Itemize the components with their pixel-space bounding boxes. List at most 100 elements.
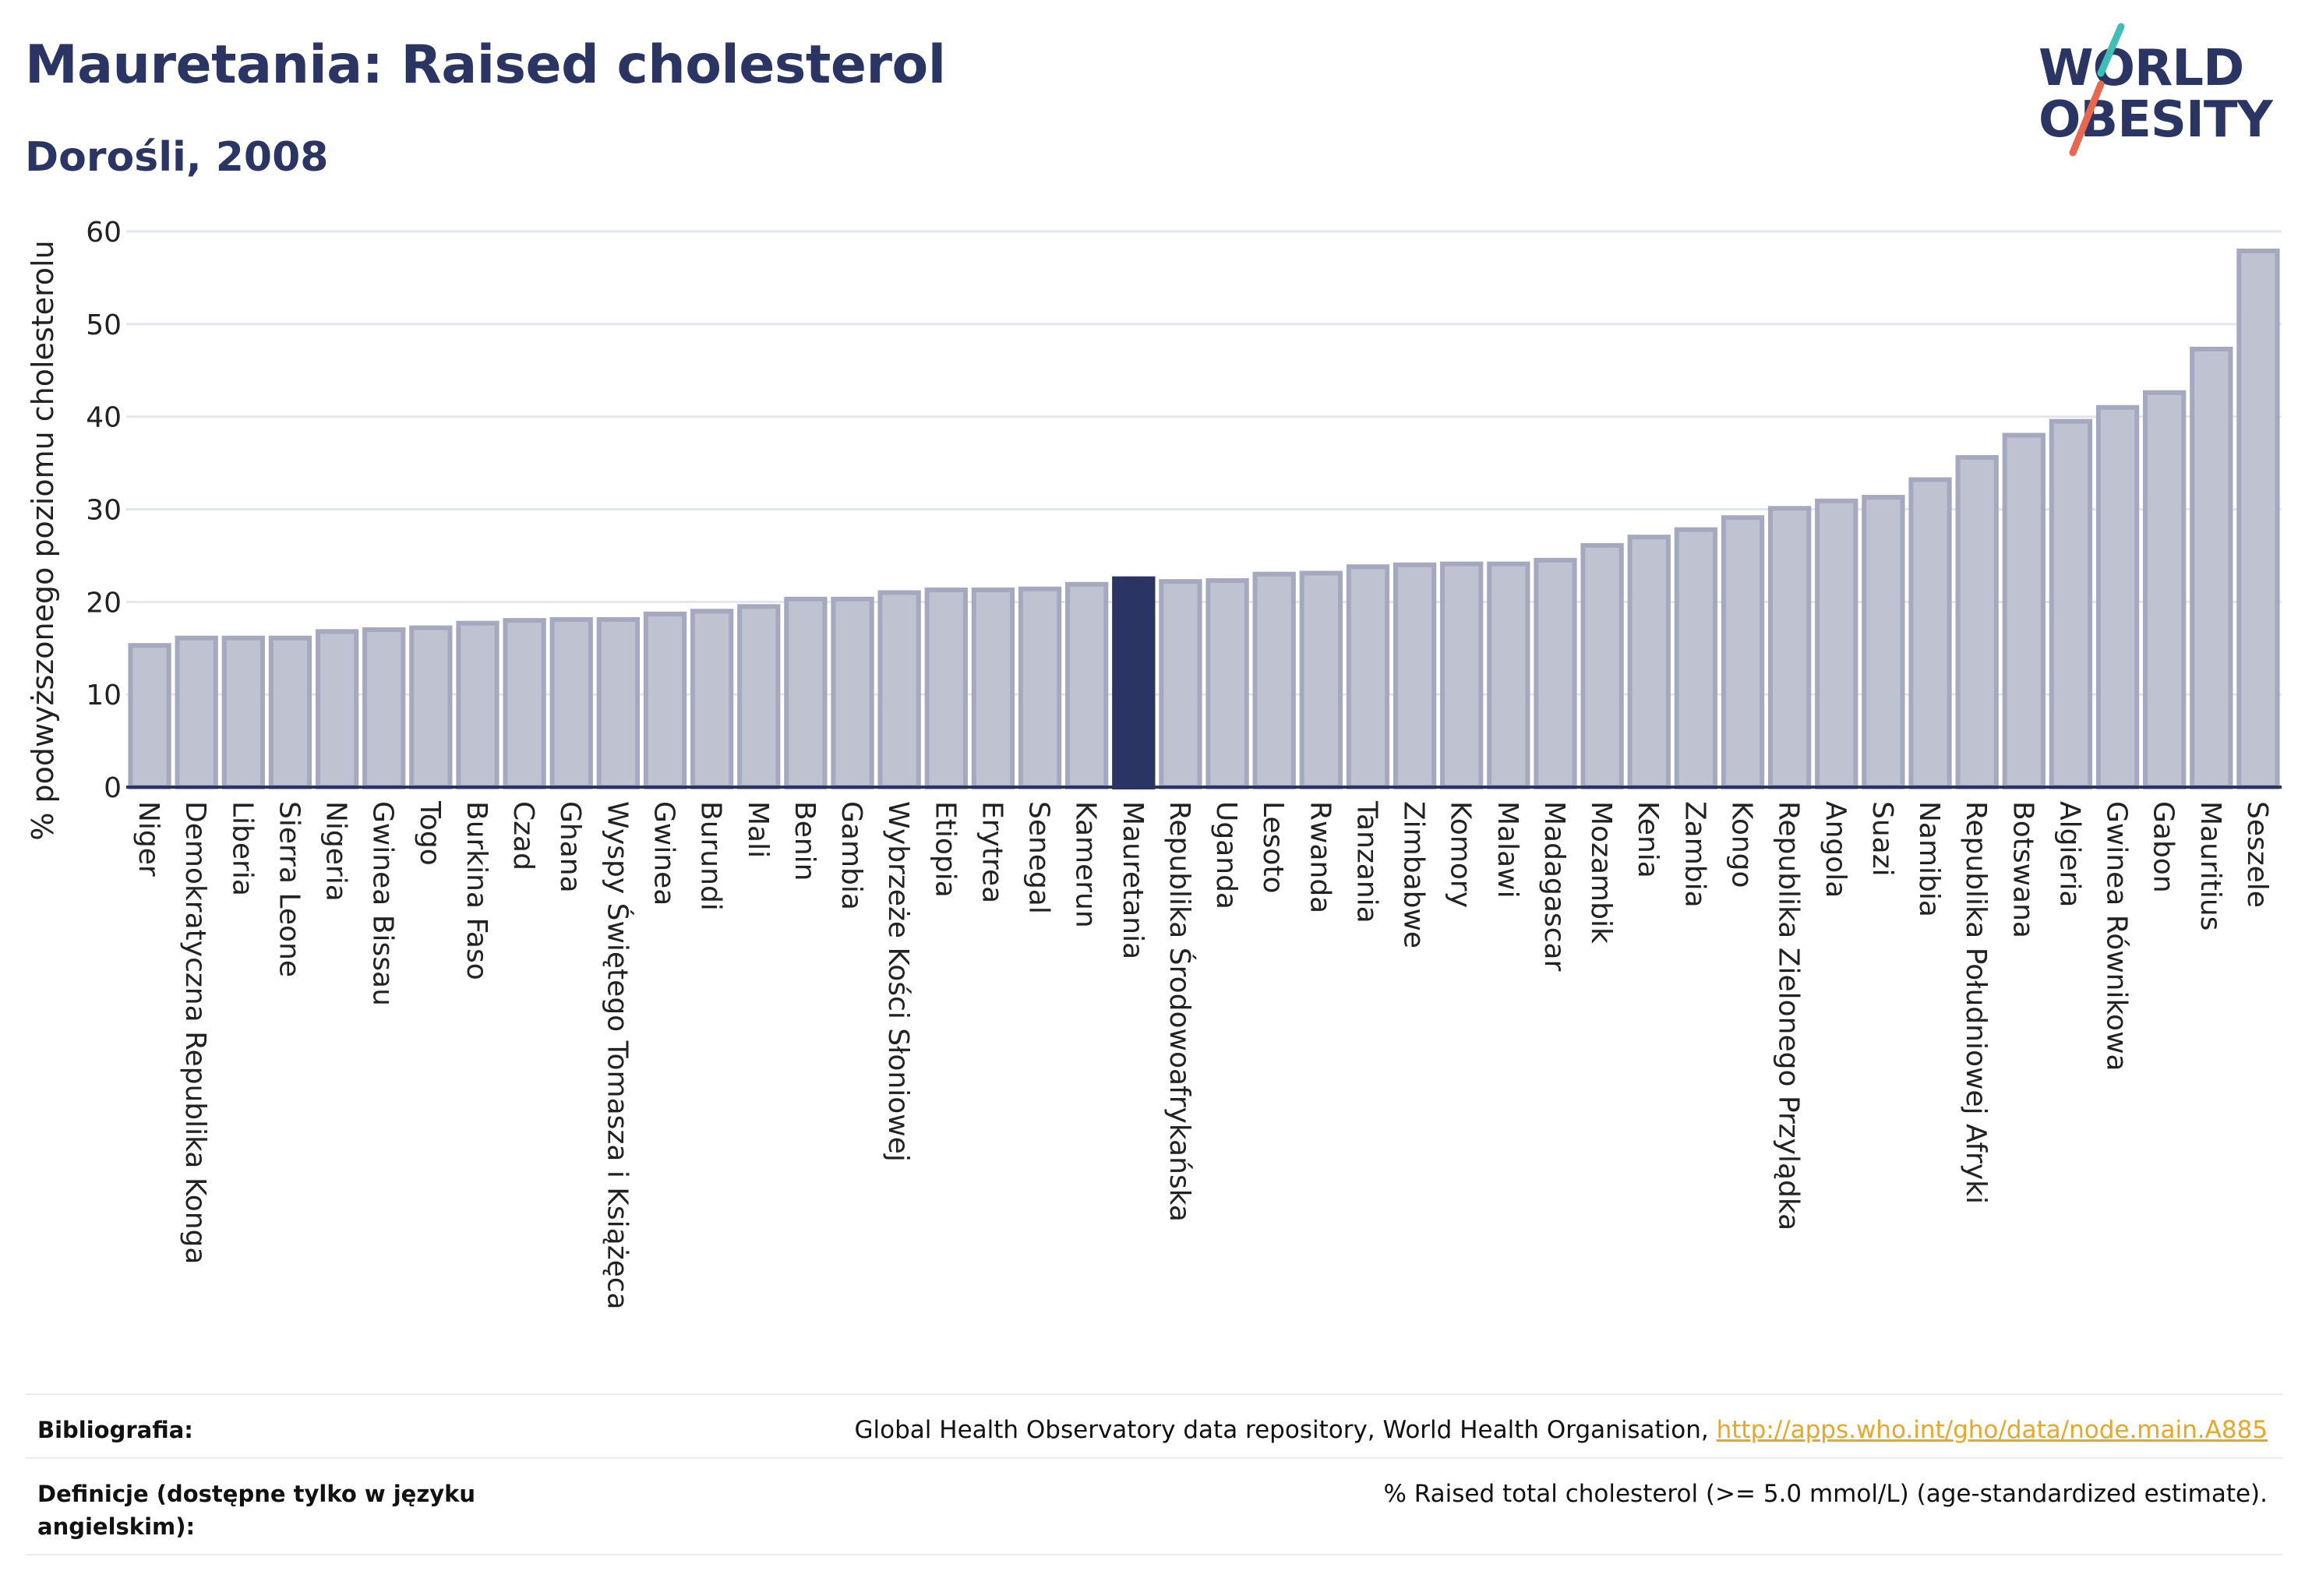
x-tick-label: Etiopia xyxy=(929,801,961,898)
x-tick-label: Namibia xyxy=(1913,801,1945,917)
bar xyxy=(1627,535,1671,789)
bar xyxy=(1815,498,1858,789)
bar xyxy=(1065,581,1109,789)
bar xyxy=(2236,248,2280,789)
x-tick-label: Angola xyxy=(1820,801,1851,898)
bar-chart: 0 10 20 30 40 50 60 Niger Demokratyczna Republik… xyxy=(26,217,2282,1310)
bibliography-label: Bibliografia: xyxy=(37,1417,193,1443)
bar xyxy=(1862,495,1905,789)
bibliography-value: Global Health Observatory data repositor… xyxy=(855,1414,2268,1446)
bar xyxy=(315,629,359,789)
y-tick-label: 0 xyxy=(104,772,122,804)
x-tick-label: Benin xyxy=(789,801,821,881)
x-tick-label: Demokratyczna Republika Konga xyxy=(179,801,211,1264)
bar xyxy=(831,596,874,789)
bar-highlighted xyxy=(1112,576,1156,789)
x-tick-label: Gwinea Bissau xyxy=(367,801,399,1006)
bar xyxy=(1018,586,1062,789)
definition-value: % Raised total cholesterol (>= 5.0 mmol/… xyxy=(1383,1480,2268,1508)
x-tick-label: Senegal xyxy=(1023,801,1055,914)
footer-separator xyxy=(25,1393,2283,1395)
bar xyxy=(1534,557,1577,789)
bar xyxy=(1955,454,1999,789)
bar xyxy=(2049,418,2093,789)
bar xyxy=(877,590,921,790)
world-obesity-logo: WORLD OBESITY xyxy=(2026,22,2291,162)
bar xyxy=(456,620,499,789)
bibliography-text: Global Health Observatory data repositor… xyxy=(854,1416,1717,1444)
x-tick-label: Komory xyxy=(1445,801,1477,908)
bar xyxy=(924,587,968,790)
bar xyxy=(737,604,781,790)
x-tick-label: Republika Południowej Afryki xyxy=(1960,801,1992,1204)
bar xyxy=(971,587,1015,790)
bar xyxy=(1252,571,1296,789)
bar xyxy=(1580,542,1624,789)
bar xyxy=(362,627,406,789)
x-tick-label: Nigeria xyxy=(320,801,352,902)
x-tick-label: Gwinea Równikowa xyxy=(2101,801,2133,1072)
chart-title: Mauretania: Raised cholesterol xyxy=(25,34,946,96)
bar xyxy=(784,596,828,789)
x-tick-label: Burundi xyxy=(695,801,727,911)
y-tick-label: 40 xyxy=(86,402,122,434)
x-tick-label: Suazi xyxy=(1866,801,1898,877)
x-tick-label: Wybrzeże Kości Słoniowej xyxy=(882,801,914,1162)
x-tick-label: Gwinea xyxy=(648,801,680,906)
x-tick-label: Republika Środowoafrykańska xyxy=(1163,801,1196,1222)
y-axis-title: % podwyższonego poziomu cholesterolu xyxy=(26,240,60,840)
x-tick-label: Wyspy Świętego Tomasza i Książęca xyxy=(601,801,634,1310)
bar xyxy=(549,616,593,790)
bar xyxy=(1908,477,1952,789)
x-tick-label: Mauretania xyxy=(1117,801,1149,959)
bar xyxy=(1721,515,1765,789)
x-tick-label: Uganda xyxy=(1210,801,1242,909)
x-tick-label: Mali xyxy=(742,801,774,858)
x-tick-label: Niger xyxy=(132,801,164,877)
y-tick-label: 50 xyxy=(86,309,122,341)
bar xyxy=(2095,404,2140,789)
x-tick-label: Burkina Faso xyxy=(461,801,492,980)
bar xyxy=(268,635,312,790)
x-tick-label: Lesoto xyxy=(1257,801,1289,894)
bar xyxy=(1487,561,1530,789)
x-tick-label: Seszele xyxy=(2241,801,2273,908)
x-tick-label: Togo xyxy=(414,800,446,866)
x-tick-label: Rwanda xyxy=(1304,801,1336,913)
bar xyxy=(221,635,265,790)
bar xyxy=(2002,433,2046,789)
bar xyxy=(1159,579,1202,789)
x-tick-label: Kenia xyxy=(1632,801,1664,878)
x-tick-label: Republika Zielonego Przylądka xyxy=(1773,801,1805,1231)
chart-subtitle: Dorośli, 2008 xyxy=(25,134,329,181)
x-tick-label: Algieria xyxy=(2053,801,2085,908)
x-tick-label: Tanzania xyxy=(1350,800,1382,923)
x-tick-label: Malawi xyxy=(1491,801,1523,899)
bar xyxy=(2190,346,2233,789)
bar xyxy=(128,643,171,789)
x-tick-label: Zambia xyxy=(1678,801,1710,908)
logo-word-world: WORLD xyxy=(2038,40,2244,97)
y-tick-label: 10 xyxy=(86,680,122,711)
x-tick-label: Sierra Leone xyxy=(273,801,305,977)
bar xyxy=(1205,578,1249,789)
x-tick-label: Erytrea xyxy=(976,801,1008,903)
bar xyxy=(643,611,687,790)
x-tick-label: Gambia xyxy=(835,801,867,910)
y-tick-label: 20 xyxy=(86,587,122,619)
bar xyxy=(1767,506,1812,789)
bibliography-link[interactable]: http://apps.who.int/gho/data/node.main.A… xyxy=(1716,1416,2268,1444)
x-tick-label: Kamerun xyxy=(1070,801,1102,928)
y-tick-label: 60 xyxy=(86,217,122,249)
bar xyxy=(2143,390,2187,789)
logo-slash-icon xyxy=(2069,23,2125,157)
footer-separator xyxy=(25,1457,2283,1459)
bar xyxy=(409,625,453,790)
bar xyxy=(1346,564,1390,789)
bar xyxy=(1299,570,1343,789)
x-tick-label: Botswana xyxy=(2007,801,2038,938)
x-tick-label: Mozambik xyxy=(1585,801,1617,944)
x-tick-label: Ghana xyxy=(554,801,586,893)
bar xyxy=(1393,562,1437,789)
bar xyxy=(596,616,641,790)
